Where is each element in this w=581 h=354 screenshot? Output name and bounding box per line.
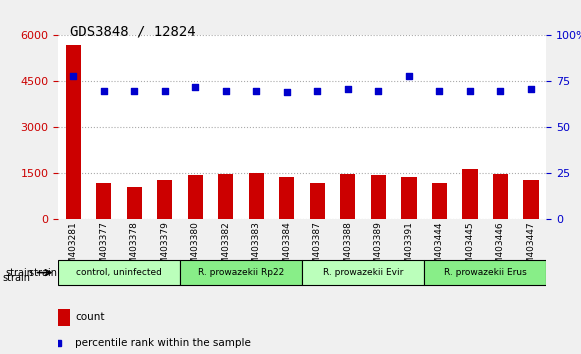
FancyBboxPatch shape xyxy=(302,260,424,285)
Point xyxy=(343,86,353,92)
Point xyxy=(465,88,475,93)
Bar xyxy=(249,173,264,219)
Bar xyxy=(279,177,295,219)
Text: GSM403447: GSM403447 xyxy=(526,222,535,276)
Bar xyxy=(66,45,81,219)
Bar xyxy=(340,174,356,219)
Text: GDS3848 / 12824: GDS3848 / 12824 xyxy=(70,25,195,39)
Bar xyxy=(371,175,386,219)
Point xyxy=(160,88,170,93)
Point xyxy=(374,88,383,93)
Point xyxy=(526,86,536,92)
Bar xyxy=(157,179,173,219)
Bar xyxy=(462,169,478,219)
Point xyxy=(404,73,414,79)
Text: GSM403380: GSM403380 xyxy=(191,222,200,276)
Text: R. prowazekii Rp22: R. prowazekii Rp22 xyxy=(198,268,284,277)
Bar xyxy=(401,177,417,219)
Text: GSM403281: GSM403281 xyxy=(69,222,78,276)
Point xyxy=(191,84,200,90)
Point xyxy=(435,88,444,93)
Text: GSM403382: GSM403382 xyxy=(221,222,230,276)
Text: GSM403384: GSM403384 xyxy=(282,222,291,276)
Text: GSM403446: GSM403446 xyxy=(496,222,505,276)
Text: strain: strain xyxy=(6,268,34,278)
Text: GSM403445: GSM403445 xyxy=(465,222,474,276)
Bar xyxy=(493,174,508,219)
Point xyxy=(221,88,231,93)
Text: GSM403387: GSM403387 xyxy=(313,222,322,276)
Point xyxy=(130,88,139,93)
Text: R. prowazekii Erus: R. prowazekii Erus xyxy=(444,268,526,277)
Text: GSM403444: GSM403444 xyxy=(435,222,444,276)
Bar xyxy=(127,187,142,219)
Bar xyxy=(218,174,234,219)
Text: strain: strain xyxy=(3,273,31,283)
Text: GSM403377: GSM403377 xyxy=(99,222,108,276)
Text: GSM403391: GSM403391 xyxy=(404,222,413,276)
Text: GSM403378: GSM403378 xyxy=(130,222,139,276)
Text: GSM403383: GSM403383 xyxy=(252,222,261,276)
Text: GSM403379: GSM403379 xyxy=(160,222,169,276)
Text: R. prowazekii Evir: R. prowazekii Evir xyxy=(323,268,403,277)
Point xyxy=(313,88,322,93)
FancyBboxPatch shape xyxy=(424,260,546,285)
FancyBboxPatch shape xyxy=(58,260,180,285)
Point xyxy=(99,88,109,93)
Text: percentile rank within the sample: percentile rank within the sample xyxy=(75,338,251,348)
Point xyxy=(282,90,292,95)
Bar xyxy=(96,183,112,219)
Text: count: count xyxy=(75,312,105,322)
FancyBboxPatch shape xyxy=(180,260,302,285)
Point xyxy=(496,88,505,93)
Text: GSM403388: GSM403388 xyxy=(343,222,352,276)
Text: strain: strain xyxy=(28,268,60,278)
Point xyxy=(252,88,261,93)
Bar xyxy=(188,175,203,219)
Bar xyxy=(310,183,325,219)
Text: GSM403389: GSM403389 xyxy=(374,222,383,276)
Bar xyxy=(523,179,539,219)
Text: control, uninfected: control, uninfected xyxy=(76,268,162,277)
Bar xyxy=(432,183,447,219)
Bar xyxy=(58,309,70,326)
Point xyxy=(69,73,78,79)
